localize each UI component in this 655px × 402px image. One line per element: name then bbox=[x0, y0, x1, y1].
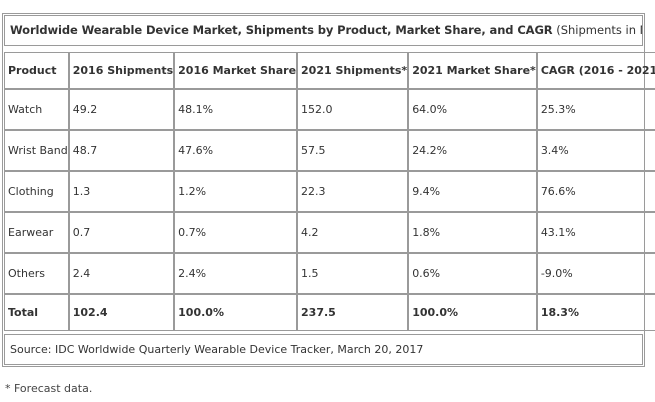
total-2016-market-share: 100.0% bbox=[174, 294, 298, 331]
cell-cagr: 25.3% bbox=[536, 89, 655, 130]
forecast-footnote: * Forecast data. bbox=[5, 382, 93, 395]
total-cagr: 18.3% bbox=[536, 294, 655, 331]
table-row: Wrist Band 48.7 47.6% 57.5 24.2% 3.4% bbox=[4, 130, 655, 171]
cell-2016-market-share: 48.1% bbox=[174, 89, 298, 130]
cell-product: Clothing bbox=[4, 171, 69, 212]
cell-2016-market-share: 2.4% bbox=[174, 253, 298, 294]
table-title-note: (Shipments in Millions) bbox=[556, 23, 642, 37]
header-2016-shipments: 2016 Shipments bbox=[68, 52, 175, 89]
cell-2016-shipments: 49.2 bbox=[68, 89, 175, 130]
cell-2021-shipments: 22.3 bbox=[297, 171, 409, 212]
cell-2016-shipments: 48.7 bbox=[68, 130, 175, 171]
total-2021-market-share: 100.0% bbox=[408, 294, 537, 331]
source-note: Source: IDC Worldwide Quarterly Wearable… bbox=[4, 334, 643, 365]
total-2021-shipments: 237.5 bbox=[297, 294, 409, 331]
cell-cagr: 3.4% bbox=[536, 130, 655, 171]
cell-2016-shipments: 1.3 bbox=[68, 171, 175, 212]
header-2016-market-share: 2016 Market Share bbox=[174, 52, 298, 89]
header-2021-shipments: 2021 Shipments* bbox=[297, 52, 409, 89]
cell-product: Wrist Band bbox=[4, 130, 69, 171]
table-row: Others 2.4 2.4% 1.5 0.6% -9.0% bbox=[4, 253, 655, 294]
cell-2016-shipments: 2.4 bbox=[68, 253, 175, 294]
cell-cagr: 43.1% bbox=[536, 212, 655, 253]
cell-2021-shipments: 1.5 bbox=[297, 253, 409, 294]
table-title: Worldwide Wearable Device Market, Shipme… bbox=[4, 15, 643, 46]
cell-2021-market-share: 0.6% bbox=[408, 253, 537, 294]
cell-2021-market-share: 64.0% bbox=[408, 89, 537, 130]
cell-product: Others bbox=[4, 253, 69, 294]
cell-2021-market-share: 1.8% bbox=[408, 212, 537, 253]
table-title-text: Worldwide Wearable Device Market, Shipme… bbox=[10, 23, 553, 37]
cell-2021-shipments: 57.5 bbox=[297, 130, 409, 171]
cell-2021-market-share: 9.4% bbox=[408, 171, 537, 212]
cell-2016-market-share: 1.2% bbox=[174, 171, 298, 212]
cell-2021-shipments: 4.2 bbox=[297, 212, 409, 253]
header-row: Product 2016 Shipments 2016 Market Share… bbox=[4, 52, 655, 89]
cell-2016-market-share: 0.7% bbox=[174, 212, 298, 253]
wearable-market-table: Product 2016 Shipments 2016 Market Share… bbox=[4, 52, 655, 331]
table-row: Earwear 0.7 0.7% 4.2 1.8% 43.1% bbox=[4, 212, 655, 253]
cell-2021-shipments: 152.0 bbox=[297, 89, 409, 130]
total-label: Total bbox=[4, 294, 69, 331]
header-2021-market-share: 2021 Market Share* bbox=[408, 52, 537, 89]
cell-2016-market-share: 47.6% bbox=[174, 130, 298, 171]
table-row: Watch 49.2 48.1% 152.0 64.0% 25.3% bbox=[4, 89, 655, 130]
table-row: Clothing 1.3 1.2% 22.3 9.4% 76.6% bbox=[4, 171, 655, 212]
cell-product: Watch bbox=[4, 89, 69, 130]
cell-2016-shipments: 0.7 bbox=[68, 212, 175, 253]
cell-cagr: -9.0% bbox=[536, 253, 655, 294]
header-cagr: CAGR (2016 - 2021)* bbox=[536, 52, 655, 89]
cell-product: Earwear bbox=[4, 212, 69, 253]
cell-2021-market-share: 24.2% bbox=[408, 130, 537, 171]
total-2016-shipments: 102.4 bbox=[68, 294, 175, 331]
table-frame bbox=[2, 13, 645, 367]
header-product: Product bbox=[4, 52, 69, 89]
cell-cagr: 76.6% bbox=[536, 171, 655, 212]
total-row: Total 102.4 100.0% 237.5 100.0% 18.3% bbox=[4, 294, 655, 331]
